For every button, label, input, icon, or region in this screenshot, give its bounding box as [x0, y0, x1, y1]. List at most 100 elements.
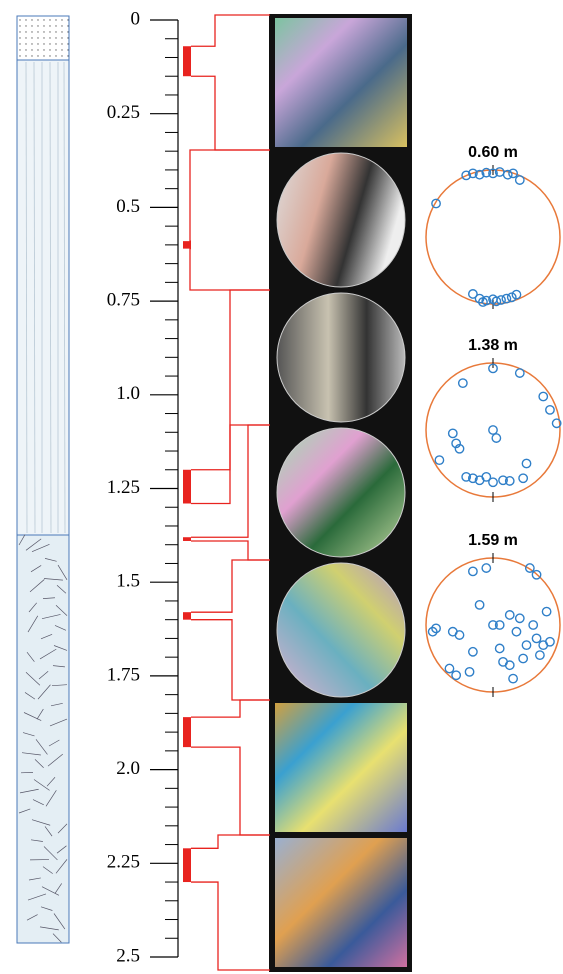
stereonet-point	[521, 640, 532, 650]
thin-section	[275, 703, 407, 832]
y-tick-label: 0.5	[116, 196, 140, 217]
stereonet-circle	[425, 169, 561, 305]
stereonet-point	[481, 471, 492, 482]
stereonet-point	[431, 623, 441, 634]
sample-link	[191, 75, 270, 151]
sample-interval	[183, 469, 191, 504]
sample-link	[191, 619, 270, 701]
stereonet-point	[506, 292, 517, 303]
y-tick-label: 0.75	[107, 289, 140, 310]
stereonet-point	[467, 289, 478, 299]
stereonet-point	[535, 650, 545, 661]
stereonet-point	[501, 293, 512, 304]
sample-link	[191, 540, 270, 561]
stereonet-point	[514, 613, 525, 624]
sample-interval	[183, 848, 191, 883]
stereonet-point	[488, 620, 498, 630]
stereonet-point	[467, 168, 478, 179]
y-tick-label: 2.5	[116, 945, 140, 966]
stereonet-point	[518, 473, 529, 484]
stereonet-point	[444, 663, 455, 674]
thin-section	[275, 838, 407, 967]
stereonet-title: 1.38 m	[468, 337, 518, 354]
stereonet-point	[531, 633, 542, 644]
stereonet-point	[491, 433, 502, 443]
stereonet-point	[457, 378, 468, 388]
stereonet-point	[481, 563, 492, 573]
stereonet-point	[498, 475, 508, 486]
stereonet-point	[491, 296, 502, 307]
stereonet-point	[488, 363, 498, 374]
y-tick-label: 2.0	[116, 758, 140, 779]
stereonet-point	[514, 175, 525, 185]
stereonet-point	[494, 620, 505, 630]
stereonet-point	[467, 473, 478, 484]
thin-sections	[275, 18, 407, 967]
y-tick-label: 1.0	[116, 383, 140, 404]
stereonet-point	[467, 566, 478, 577]
sample-interval	[183, 612, 191, 620]
sample-link	[191, 834, 270, 849]
sample-interval	[183, 241, 191, 249]
stereonet-point	[504, 610, 515, 620]
stereonet-point	[541, 606, 552, 617]
sample-interval	[183, 717, 191, 748]
stereonet-point	[427, 626, 438, 637]
stereonet-point	[467, 646, 478, 657]
stereonet-point	[496, 295, 506, 305]
stereonet-point	[521, 458, 532, 469]
y-tick-label: 2.25	[107, 852, 140, 873]
y-tick-label: 1.5	[116, 571, 140, 592]
thin-section	[276, 152, 406, 288]
stratigraphy-column	[16, 15, 70, 944]
stereonet-point	[524, 563, 535, 573]
stereonet-point	[502, 169, 513, 180]
stereonet-point	[481, 167, 492, 178]
sample-link	[191, 746, 270, 836]
stereonet-title: 1.59 m	[468, 532, 518, 549]
stereonet-point	[488, 425, 498, 435]
sample-interval	[183, 46, 191, 77]
stereonet-point	[511, 289, 522, 300]
stereonet-point	[431, 198, 441, 209]
stereonet-point	[454, 443, 465, 454]
stereonet-point	[434, 455, 445, 466]
thin-section	[275, 18, 407, 147]
stereonet-point	[478, 297, 488, 307]
stereonet-point	[461, 170, 472, 181]
stereonet-point	[551, 418, 562, 429]
sample-link	[191, 424, 270, 538]
stereonet-point	[474, 293, 485, 304]
y-tick-label: 1.75	[107, 664, 140, 685]
stereonet-point	[545, 404, 555, 415]
stereonet-point	[461, 471, 472, 482]
stereonet-point	[504, 476, 515, 486]
stereonet-point	[488, 477, 498, 488]
stereonet-point	[447, 428, 458, 439]
stereonet-point	[528, 620, 539, 630]
stereonet-point	[474, 169, 485, 180]
stereonet-point	[538, 391, 549, 402]
thin-section	[276, 292, 406, 423]
sample-interval	[183, 537, 191, 541]
stereonet-point	[464, 667, 475, 677]
stereonet-point	[545, 636, 555, 647]
sample-link	[191, 559, 270, 613]
y-tick-label: 0.25	[107, 102, 140, 123]
thin-section	[276, 562, 406, 698]
stereonet-point	[514, 368, 525, 378]
stereonet-point	[498, 656, 508, 667]
sample-link	[189, 247, 270, 291]
sample-link	[189, 149, 270, 242]
stereonet-title: 0.60 m	[468, 144, 518, 161]
y-tick-label: 0	[131, 8, 141, 29]
stereonet-point	[488, 168, 498, 179]
stereonet-point	[451, 670, 462, 681]
stereonet-point	[508, 168, 518, 179]
stereonet-point	[474, 600, 485, 610]
sample-link	[191, 699, 270, 718]
stereonet-point	[518, 653, 529, 664]
sample-link	[191, 881, 270, 971]
stereonet-point	[451, 438, 462, 449]
